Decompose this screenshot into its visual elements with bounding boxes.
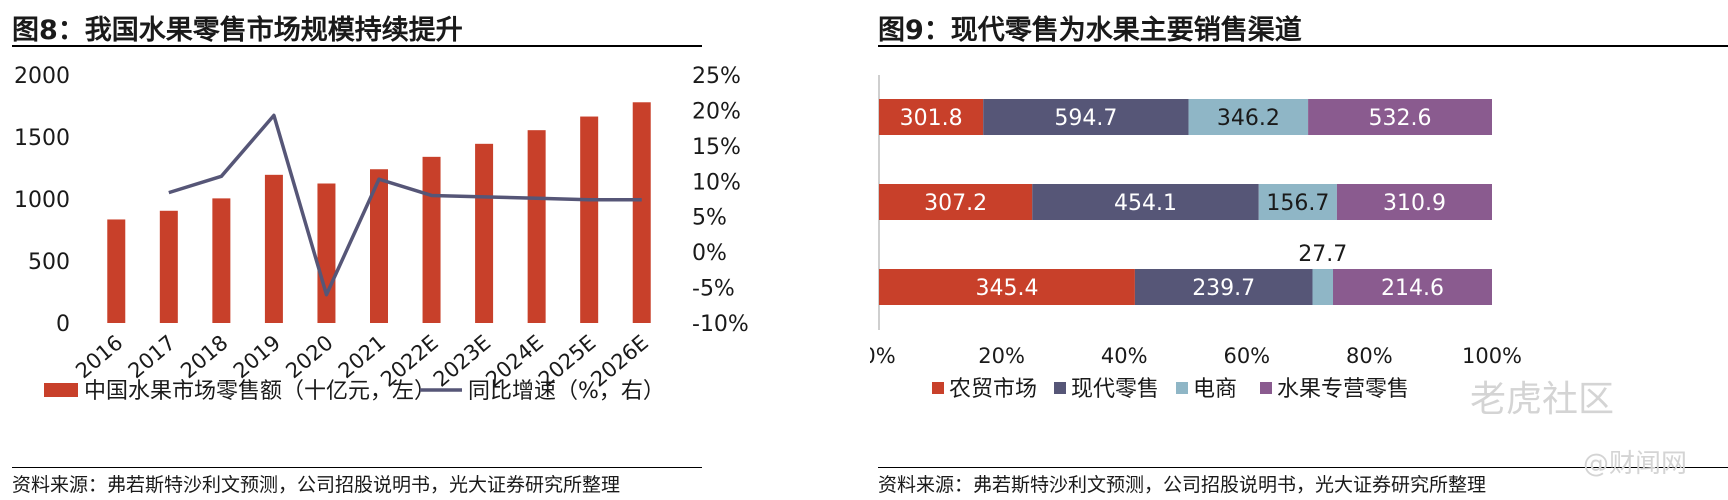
left-source-rule [12, 467, 702, 468]
x-tick-label: 80% [1346, 344, 1393, 368]
x-tick-label: 2018 [176, 330, 232, 383]
legend-swatch-bar [44, 383, 78, 397]
segment-2026E-农贸市场 [879, 99, 984, 135]
segment-2021-现代零售 [1032, 184, 1259, 220]
left-y-tick-label: 2000 [14, 64, 70, 89]
legend-label-电商: 电商 [1193, 377, 1237, 402]
bar-2021 [370, 169, 388, 323]
segment-2026E-现代零售 [983, 99, 1189, 135]
right-y-tick-label: 20% [692, 99, 741, 124]
legend-swatch-农贸市场 [932, 382, 944, 394]
left-y-tick-label: 1000 [14, 188, 70, 213]
data-label: 454.1 [1114, 191, 1177, 216]
legend-label-水果专营零售: 水果专营零售 [1277, 377, 1409, 402]
data-label: 532.6 [1369, 106, 1432, 131]
segment-2021-农贸市场 [879, 184, 1033, 220]
right-y-tick-label: -5% [692, 277, 735, 302]
right-y-tick-label: -10% [692, 312, 749, 337]
segment-2026E-电商 [1188, 99, 1309, 135]
data-label: 239.7 [1192, 276, 1255, 301]
x-tick-label: 60% [1223, 344, 1270, 368]
right-y-tick-label: 10% [692, 170, 741, 195]
segment-2016-水果专营零售 [1333, 269, 1492, 305]
left-chart-panel: 图8：我国水果零售市场规模持续提升 2000 1500 1000 500 0 25% 20%… [0, 0, 780, 500]
bar-2016 [107, 219, 126, 323]
watermark-primary: 老虎社区 [1470, 379, 1615, 420]
left-y-tick-label: 500 [28, 250, 70, 275]
segment-2021-电商 [1258, 184, 1337, 220]
segment-2016-农贸市场 [879, 269, 1135, 305]
x-tick-label: 40% [1101, 344, 1148, 368]
right-y-tick-label: 5% [692, 206, 727, 231]
right-y-tick-label: 25% [692, 64, 741, 89]
left-title-rule [12, 45, 702, 47]
left-source: 资料来源：弗若斯特沙利文预测，公司招股说明书，光大证券研究所整理 [12, 474, 621, 496]
x-tick-label: 0% [870, 344, 896, 368]
segment-2016-电商 [1312, 269, 1334, 305]
data-label: 345.4 [975, 276, 1038, 301]
bar-2019 [264, 174, 283, 323]
watermark-secondary: @财闻网 [1583, 449, 1688, 479]
segment-2026E-水果专营零售 [1308, 99, 1492, 135]
right-source-rule [878, 467, 1728, 468]
bar-2026E [632, 102, 651, 323]
segment-2016-现代零售 [1134, 269, 1313, 305]
x-tick-label: 2016 [71, 330, 127, 383]
data-label: 301.8 [900, 106, 963, 131]
segment-2021-水果专营零售 [1336, 184, 1492, 220]
legend-label-现代零售: 现代零售 [1071, 377, 1159, 402]
bar-2024E [527, 130, 546, 323]
legend-swatch-电商 [1176, 382, 1188, 394]
right-chart-svg: 0%20%40%60%80%100%2026E301.8594.7346.253… [870, 75, 1522, 402]
growth-rate-line [168, 113, 642, 297]
bar-2023E [475, 143, 494, 323]
data-label: 594.7 [1054, 106, 1117, 131]
left-chart-title: 图8：我国水果零售市场规模持续提升 [12, 15, 463, 46]
right-chart-panel: 图9：现代零售为水果主要销售渠道 0%20%40%60%80%100%2026E… [870, 0, 1728, 500]
legend-label-农贸市场: 农贸市场 [949, 377, 1037, 402]
left-y-tick-label: 0 [56, 312, 70, 337]
right-source: 资料来源：弗若斯特沙利文预测，公司招股说明书，光大证券研究所整理 [878, 474, 1487, 496]
x-tick-label: 2020 [281, 330, 337, 383]
legend-label-bar: 中国水果市场零售额（十亿元，左） [84, 379, 436, 404]
x-tick-label: 2019 [229, 330, 285, 383]
data-label: 346.2 [1217, 106, 1280, 131]
right-title-rule [878, 45, 1728, 47]
bar-2025E [580, 116, 599, 323]
bar-2020 [317, 183, 336, 323]
left-y-tick-label: 1500 [14, 126, 70, 151]
data-label: 214.6 [1381, 276, 1444, 301]
x-tick-label: 2017 [124, 330, 180, 383]
right-chart-title: 图9：现代零售为水果主要销售渠道 [878, 15, 1302, 46]
bar-2022E [422, 156, 441, 323]
left-chart-svg: 2000 1500 1000 500 0 25% 20% 15% 10% 5% 0% -5% -10% 2… [14, 64, 749, 404]
data-label: 156.7 [1266, 191, 1329, 216]
bar-2017 [159, 210, 178, 323]
legend-swatch-水果专营零售 [1260, 382, 1272, 394]
legend-label-line: 同比增速（%，右） [468, 379, 665, 404]
right-y-tick-label: 0% [692, 241, 727, 266]
data-label: 307.2 [924, 191, 987, 216]
right-y-tick-label: 15% [692, 135, 741, 160]
bar-2018 [212, 198, 231, 323]
data-label: 27.7 [1298, 242, 1347, 267]
legend-swatch-现代零售 [1054, 382, 1066, 394]
x-tick-label: 100% [1462, 344, 1522, 368]
x-tick-label: 20% [978, 344, 1025, 368]
data-label: 310.9 [1383, 191, 1446, 216]
